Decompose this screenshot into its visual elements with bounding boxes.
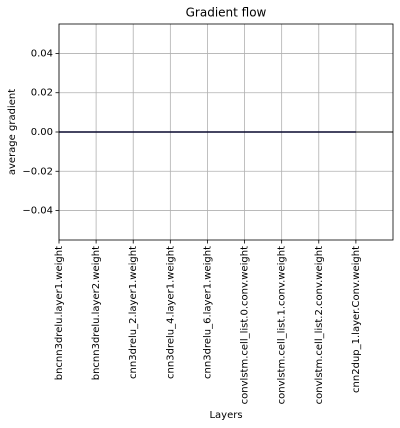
y-tick-label: −0.04 <box>22 206 53 217</box>
x-tick-label: convlstm.cell_list.2.conv.weight <box>314 246 325 404</box>
x-tick-label: cnn3drelu_6.layer1.weight <box>202 246 213 379</box>
chart-title: Gradient flow <box>186 6 267 20</box>
x-tick-label: cnn3drelu_2.layer1.weight <box>128 246 139 379</box>
plot-frame <box>58 23 394 241</box>
x-tick-label: cnn3drelu_4.layer1.weight <box>165 246 176 379</box>
x-tick-label: cnn2dup_1.layer.Conv.weight <box>351 246 362 393</box>
x-tick-label: convlstm.cell_list.1.conv.weight <box>277 246 288 404</box>
x-tick-label: bncnn3drelu.layer1.weight <box>54 246 65 380</box>
x-tick-label: bncnn3drelu.layer2.weight <box>91 246 102 380</box>
y-axis-label: average gradient <box>7 89 18 175</box>
x-axis-label: Layers <box>209 410 242 421</box>
y-tick-label: 0.02 <box>31 88 53 99</box>
y-tick-label: 0.00 <box>31 127 53 138</box>
y-tick-label: −0.02 <box>22 166 53 177</box>
y-tick-label: 0.04 <box>31 48 53 59</box>
x-tick-label: convlstm.cell_list.0.conv.weight <box>240 246 251 404</box>
